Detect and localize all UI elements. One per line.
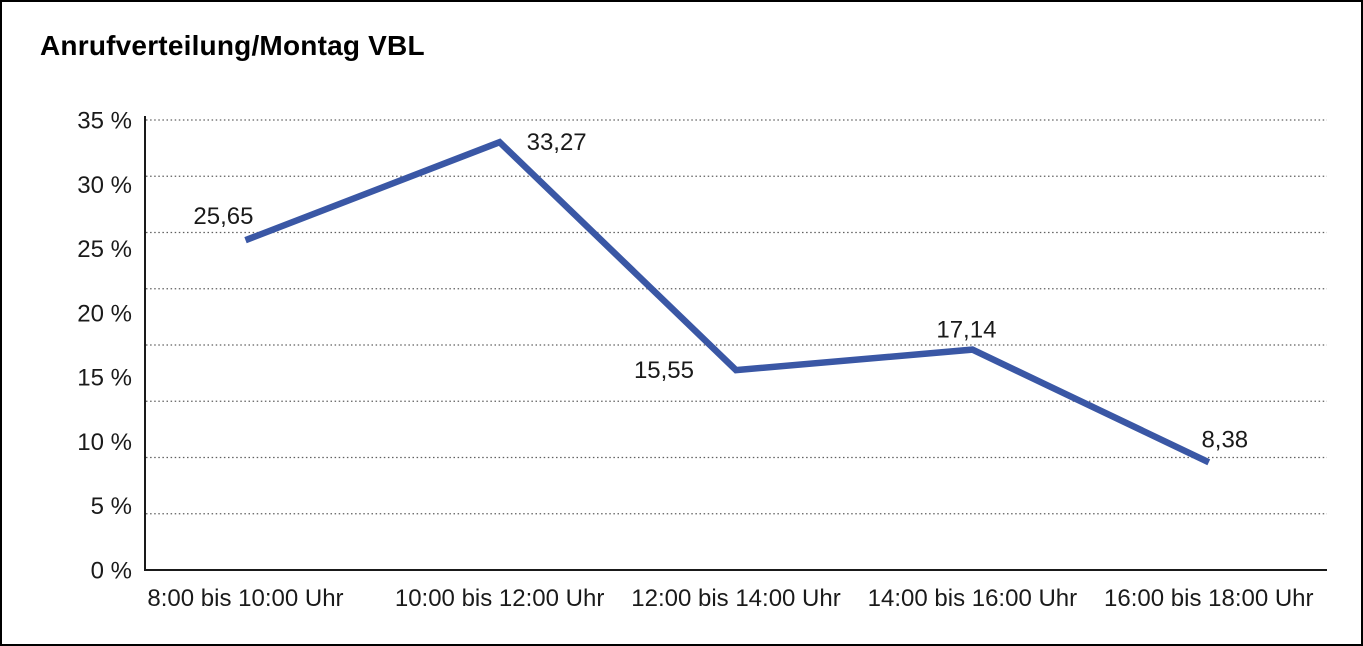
data-point-label: 33,27: [527, 129, 587, 156]
y-axis-labels-group: 0 % 5 % 10 % 15 % 20 % 25 % 30 % 35 %: [77, 108, 132, 585]
data-point-label: 25,65: [193, 203, 253, 230]
data-line: [244, 138, 1211, 466]
x-axis-labels-group: 8:00 bis 10:00 Uhr 10:00 bis 12:00 Uhr 12:…: [147, 585, 1313, 612]
x-axis-category-label: 10:00 bis 12:00 Uhr: [395, 585, 604, 612]
x-axis-category-label: 16:00 bis 18:00 Uhr: [1104, 585, 1313, 612]
y-axis-tick-label: 0 %: [91, 558, 132, 585]
y-axis-tick-label: 15 %: [77, 365, 132, 392]
y-axis-tick-label: 10 %: [77, 429, 132, 456]
chart-title: Anrufverteilung/Montag VBL: [40, 30, 425, 61]
y-axis-tick-label: 30 %: [77, 172, 132, 199]
data-point-label: 17,14: [936, 317, 996, 344]
x-axis-category-label: 8:00 bis 10:00 Uhr: [147, 585, 343, 612]
data-labels-group: 25,65 33,27 15,55 17,14 8,38: [193, 129, 1248, 453]
y-axis-tick-label: 5 %: [91, 493, 132, 520]
gridlines-group: [146, 119, 1327, 515]
data-point-label: 15,55: [634, 357, 694, 384]
y-axis-tick-label: 35 %: [77, 108, 132, 135]
x-axis-category-label: 14:00 bis 16:00 Uhr: [868, 585, 1077, 612]
data-point-label: 8,38: [1201, 426, 1248, 453]
y-axis-tick-label: 25 %: [77, 236, 132, 263]
x-axis-category-label: 12:00 bis 14:00 Uhr: [631, 585, 840, 612]
y-axis-tick-label: 20 %: [77, 300, 132, 327]
